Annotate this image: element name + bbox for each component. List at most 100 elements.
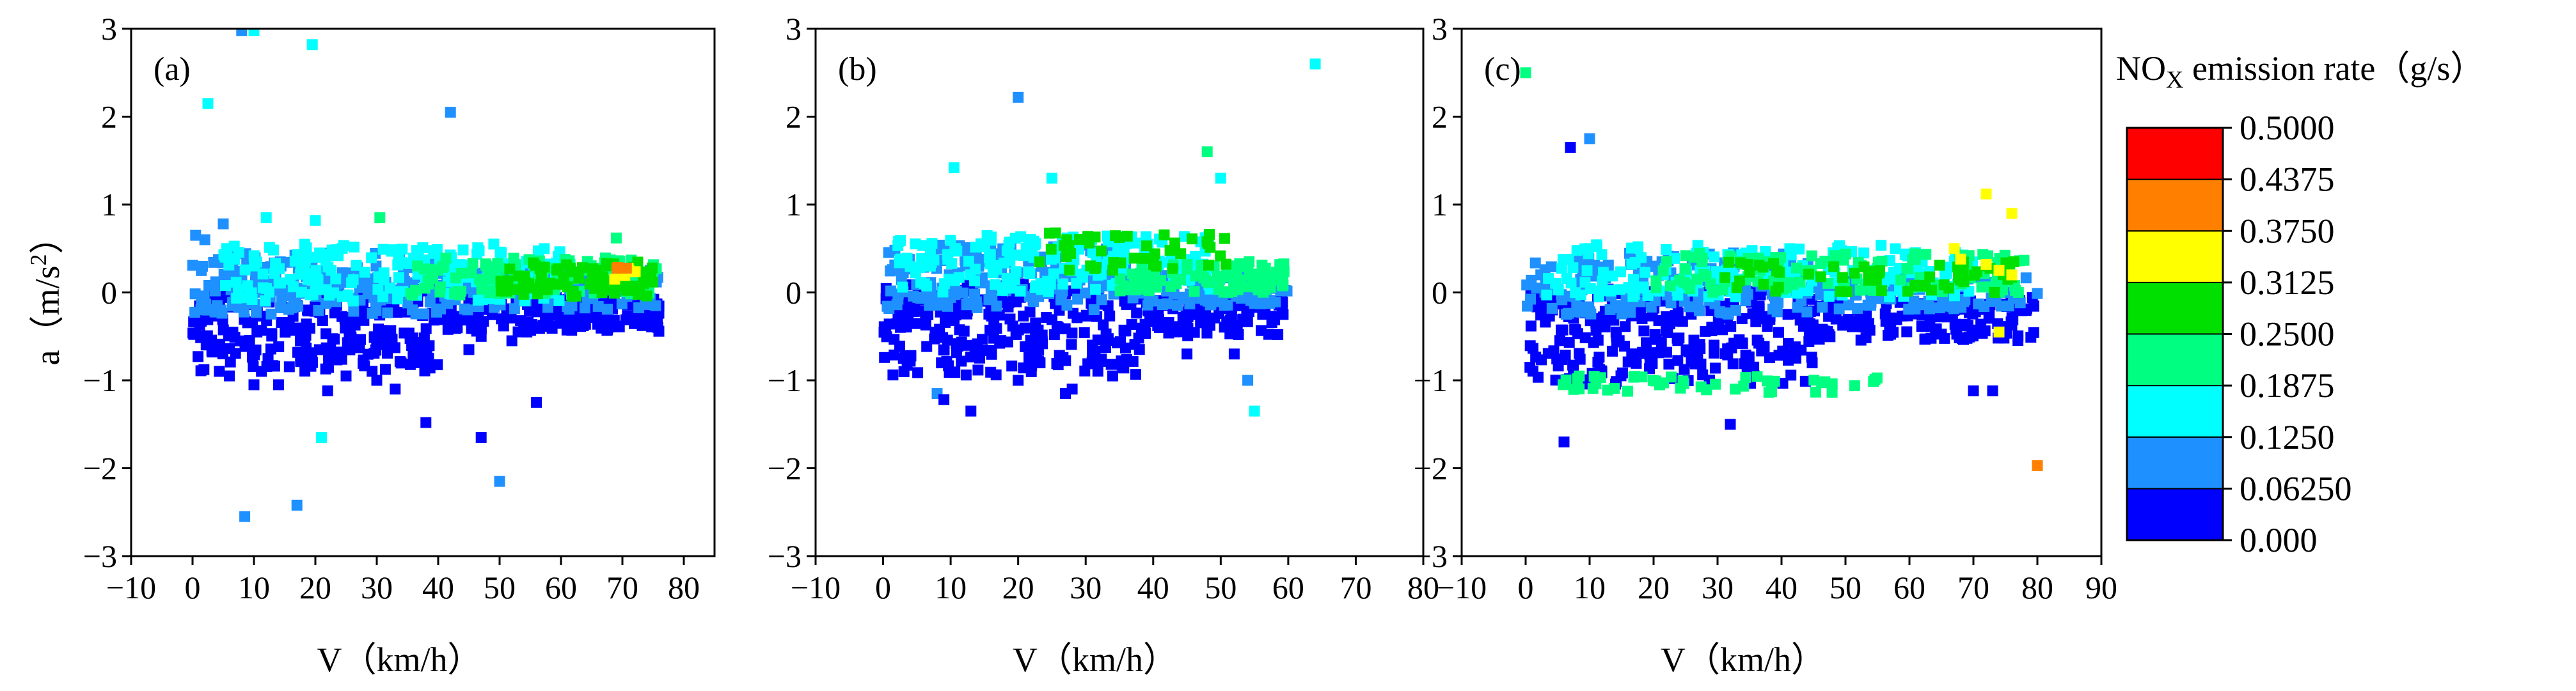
data-point xyxy=(1228,348,1240,360)
data-point xyxy=(415,338,426,349)
x-tick-label: 30 xyxy=(1702,570,1734,605)
data-point xyxy=(1747,308,1758,320)
data-point xyxy=(1061,234,1073,245)
data-point xyxy=(304,322,315,334)
scatter-panel-a: −10 0 10 20 30 40 50 60 70 80−3−2−10123(a)V（km/h）… xyxy=(26,11,716,679)
data-point xyxy=(1265,295,1276,306)
data-point xyxy=(991,300,1002,312)
data-point xyxy=(1561,309,1572,320)
data-point xyxy=(1270,274,1282,286)
data-point xyxy=(248,250,260,261)
data-point xyxy=(1158,229,1170,240)
data-point xyxy=(1698,269,1709,280)
data-point xyxy=(896,253,907,265)
data-point xyxy=(1666,371,1677,383)
data-point xyxy=(260,295,271,307)
data-point xyxy=(1260,283,1271,295)
data-point xyxy=(579,302,590,314)
data-point xyxy=(1979,301,1990,312)
data-point xyxy=(1874,267,1885,279)
data-point xyxy=(496,313,507,325)
data-point xyxy=(1607,345,1618,357)
data-point xyxy=(897,353,909,364)
data-point xyxy=(894,322,906,333)
data-point xyxy=(879,352,890,363)
data-point xyxy=(1661,244,1672,255)
data-point xyxy=(484,287,495,299)
data-point xyxy=(1968,385,1979,396)
data-point xyxy=(1193,309,1204,320)
data-point xyxy=(1602,313,1613,323)
data-point xyxy=(1002,336,1013,348)
data-point xyxy=(1768,258,1780,269)
y-axis-label: a（m/s2） xyxy=(26,220,67,366)
data-point xyxy=(473,245,485,256)
data-point xyxy=(1232,284,1244,295)
x-tick-label: 60 xyxy=(545,570,577,605)
data-point xyxy=(1556,354,1568,366)
data-point xyxy=(1751,371,1763,382)
data-point xyxy=(1996,300,2007,312)
data-point xyxy=(1948,243,1960,254)
data-point xyxy=(1596,249,1608,260)
x-tick-label: 60 xyxy=(1272,570,1304,605)
data-point xyxy=(1096,245,1107,257)
data-point xyxy=(1901,263,1913,274)
data-point xyxy=(384,283,396,294)
data-point xyxy=(454,286,465,298)
data-point xyxy=(228,252,239,264)
data-point xyxy=(1541,290,1553,300)
data-point xyxy=(592,300,604,312)
data-point xyxy=(392,293,404,305)
data-point xyxy=(1849,380,1860,391)
data-point xyxy=(495,285,507,297)
data-point xyxy=(338,240,349,251)
data-point xyxy=(1597,267,1609,278)
data-point xyxy=(1649,329,1661,340)
data-point xyxy=(1744,267,1755,278)
data-point xyxy=(390,342,400,353)
y-tick-label: −1 xyxy=(768,362,802,398)
data-point xyxy=(565,322,577,333)
data-point xyxy=(1579,332,1591,343)
data-point xyxy=(323,362,334,373)
data-point xyxy=(509,303,520,314)
data-point xyxy=(1727,358,1739,369)
data-point xyxy=(1187,233,1197,245)
data-point xyxy=(349,242,360,252)
data-point xyxy=(999,282,1011,293)
data-point xyxy=(1215,250,1226,261)
data-point xyxy=(1954,332,1965,343)
x-tick-label: 30 xyxy=(361,570,393,605)
data-point xyxy=(1791,262,1802,274)
data-point xyxy=(1010,266,1022,277)
data-point xyxy=(270,258,281,269)
colorbar-segment xyxy=(2126,333,2224,387)
x-tick-label: 0 xyxy=(185,570,201,605)
data-point xyxy=(1934,302,1945,314)
data-point xyxy=(1082,358,1094,369)
data-point xyxy=(1537,302,1549,313)
data-point xyxy=(1803,336,1815,347)
data-point xyxy=(1567,359,1579,371)
data-point xyxy=(1815,290,1826,301)
data-point xyxy=(370,305,382,316)
data-point xyxy=(1025,334,1036,346)
y-tick-label: −2 xyxy=(768,451,802,486)
data-point xyxy=(292,346,303,358)
data-point xyxy=(485,267,496,278)
data-point xyxy=(1050,227,1061,238)
data-point xyxy=(1167,263,1178,274)
data-point xyxy=(557,318,569,329)
data-point xyxy=(1100,342,1111,353)
data-point xyxy=(1521,279,1533,291)
data-point xyxy=(1709,251,1719,263)
data-point xyxy=(1824,331,1836,343)
data-point xyxy=(1993,265,2005,276)
data-point xyxy=(1172,300,1183,311)
data-point xyxy=(1801,306,1813,318)
data-point xyxy=(1121,230,1133,242)
y-tick-label: 0 xyxy=(786,275,802,311)
data-point xyxy=(2020,272,2032,284)
data-point xyxy=(2012,335,2024,346)
